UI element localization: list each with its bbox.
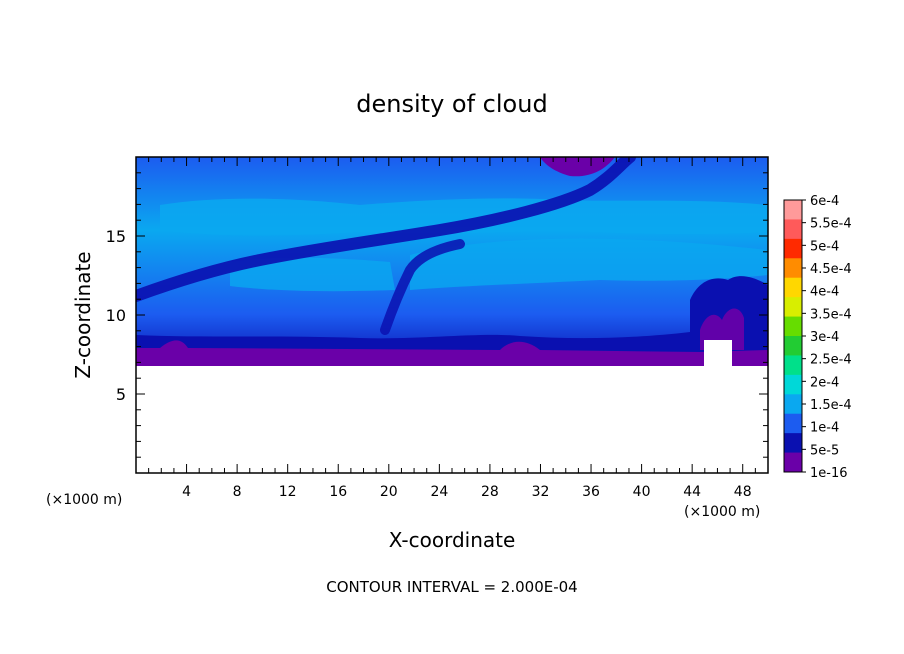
x-tick-label: 48 — [734, 484, 752, 500]
colorbar-swatch — [784, 355, 802, 376]
colorbar-label: 6e-4 — [810, 194, 839, 209]
colorbar-swatch — [784, 394, 802, 415]
field-dark-column — [380, 239, 465, 335]
x-tick-label: 44 — [683, 484, 701, 500]
colorbar-swatch — [784, 413, 802, 434]
colorbar-swatch — [784, 316, 802, 337]
field-base-layer — [136, 340, 768, 372]
colorbar: 6e-4 5.5e-4 5e-4 4.5e-4 4e-4 3.5e-4 3e-4 2.5e-4… — [783, 194, 852, 481]
colorbar-label: 3.5e-4 — [810, 307, 852, 322]
x-axis-ticks: 4 8 12 16 20 24 28 32 36 40 44 48 — [148, 157, 756, 500]
colorbar-label: 2e-4 — [810, 375, 839, 390]
colorbar-label: 1e-16 — [810, 466, 848, 481]
x-unit-left: (×1000 m) — [46, 492, 122, 508]
x-tick-label: 28 — [481, 484, 499, 500]
colorbar-swatch — [784, 238, 802, 259]
plot-field — [136, 157, 768, 473]
colorbar-label: 5e-4 — [810, 239, 839, 254]
colorbar-swatch — [784, 374, 802, 395]
field-white-below — [136, 366, 768, 473]
colorbar-swatch — [784, 336, 802, 356]
x-tick-label: 36 — [582, 484, 600, 500]
field-right-cell-purple — [700, 308, 744, 350]
field-white-gap — [704, 340, 732, 366]
colorbar-swatch — [784, 297, 802, 318]
x-tick-label: 40 — [633, 484, 651, 500]
y-tick-label: 15 — [106, 227, 126, 246]
colorbar-swatch — [784, 258, 802, 279]
field-light-layer-upper — [160, 198, 768, 236]
colorbar-label: 4e-4 — [810, 285, 839, 300]
colorbar-swatch — [784, 433, 802, 454]
x-tick-label: 12 — [279, 484, 297, 500]
x-tick-label: 16 — [329, 484, 347, 500]
colorbar-swatch — [784, 452, 802, 473]
y-tick-label: 10 — [106, 306, 126, 325]
field-light-layer-mid — [230, 257, 395, 292]
colorbar-label: 5e-5 — [810, 443, 839, 458]
y-axis-ticks: 5 10 15 — [106, 172, 768, 458]
colorbar-swatch — [784, 277, 802, 298]
colorbar-label: 5.5e-4 — [810, 217, 852, 232]
field-dark-streak — [136, 157, 636, 302]
colorbar-swatch — [784, 200, 802, 220]
x-tick-label: 8 — [233, 484, 242, 500]
x-axis-label: X-coordinate — [389, 528, 516, 552]
colorbar-label: 2.5e-4 — [810, 353, 852, 368]
y-tick-label: 5 — [116, 385, 126, 404]
field-light-layer-right — [410, 238, 768, 290]
x-tick-label: 24 — [430, 484, 448, 500]
colorbar-label: 1.5e-4 — [810, 398, 852, 413]
colorbar-label: 1e-4 — [810, 421, 839, 436]
x-tick-label: 20 — [380, 484, 398, 500]
x-tick-label: 4 — [182, 484, 191, 500]
colorbar-label: 4.5e-4 — [810, 262, 852, 277]
colorbar-label: 3e-4 — [810, 330, 839, 345]
field-top-purple — [540, 157, 615, 177]
x-tick-label: 32 — [532, 484, 550, 500]
colorbar-swatch — [784, 219, 802, 240]
y-axis-label: Z-coordinate — [71, 251, 95, 378]
contour-interval-note: CONTOUR INTERVAL = 2.000E-04 — [326, 578, 577, 596]
x-unit-right: (×1000 m) — [684, 504, 760, 520]
chart-title: density of cloud — [356, 90, 547, 118]
